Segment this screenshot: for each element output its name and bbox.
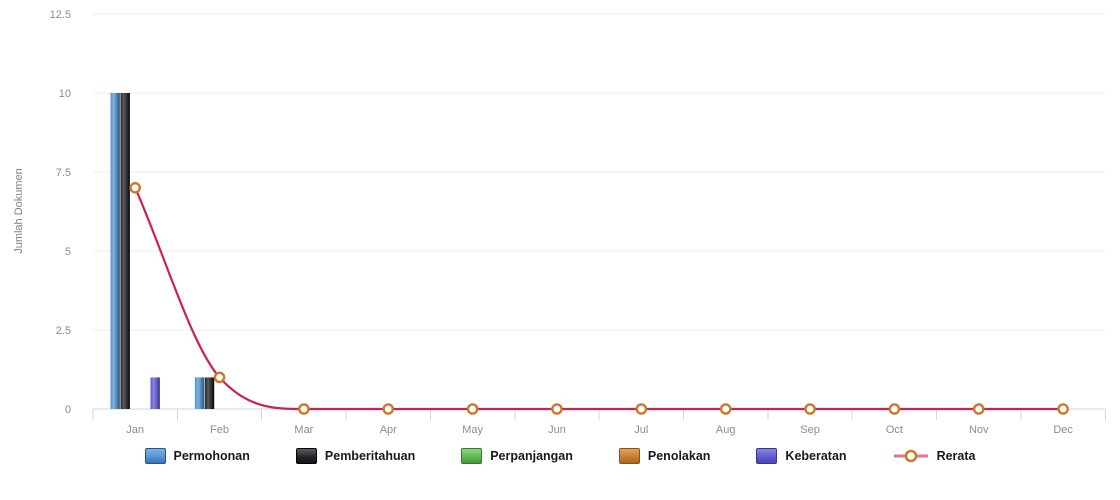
legend-line-marker-rerata bbox=[893, 449, 928, 463]
legend-item-rerata[interactable]: Rerata bbox=[893, 448, 976, 464]
grid-lines bbox=[93, 13, 1106, 331]
y-axis-labels: 0 2.5 5 7.5 10 12.5 bbox=[50, 9, 71, 416]
legend-item-penolakan[interactable]: Penolakan bbox=[618, 448, 711, 464]
svg-text:10: 10 bbox=[59, 88, 71, 100]
svg-text:Sep: Sep bbox=[800, 424, 820, 436]
svg-text:0: 0 bbox=[65, 404, 71, 416]
svg-text:Feb: Feb bbox=[210, 424, 229, 436]
legend-item-pemberitahuan[interactable]: Pemberitahuan bbox=[295, 448, 416, 464]
svg-text:2.5: 2.5 bbox=[56, 325, 71, 337]
legend-label-pemberitahuan: Pemberitahuan bbox=[324, 449, 416, 463]
svg-text:7.5: 7.5 bbox=[56, 167, 71, 179]
legend-label-penolakan: Penolakan bbox=[647, 449, 711, 463]
rerata-markers bbox=[129, 181, 1069, 415]
legend-swatch-penolakan bbox=[618, 448, 640, 464]
chart-canvas: 0 2.5 5 7.5 10 12.5 Jan Feb Mar Apr May Jun Jul Aug Se… bbox=[13, 9, 1106, 436]
svg-text:5: 5 bbox=[65, 246, 71, 258]
chart-legend: Permohonan Pemberitahuan Perpanjangan Penol… bbox=[0, 448, 1120, 464]
legend-swatch-perpanjangan bbox=[461, 448, 483, 464]
legend-label-rerata: Rerata bbox=[936, 449, 976, 463]
svg-text:May: May bbox=[462, 424, 483, 436]
legend-swatch-keberatan bbox=[756, 448, 778, 464]
legend-swatch-pemberitahuan bbox=[295, 448, 317, 464]
y-axis-title: Jumlah Dokumen bbox=[13, 168, 25, 254]
svg-text:Oct: Oct bbox=[886, 424, 903, 436]
svg-text:Jan: Jan bbox=[126, 424, 144, 436]
svg-text:Aug: Aug bbox=[716, 424, 736, 436]
x-axis-labels: Jan Feb Mar Apr May Jun Jul Aug Sep Oct Nov Dec bbox=[126, 424, 1073, 436]
x-axis bbox=[92, 408, 1106, 420]
svg-text:Mar: Mar bbox=[294, 424, 313, 436]
bars-keberatan bbox=[150, 377, 160, 409]
legend-item-permohonan[interactable]: Permohonan bbox=[144, 448, 250, 464]
svg-text:Dec: Dec bbox=[1053, 424, 1073, 436]
bars-pemberitahuan bbox=[120, 93, 215, 409]
svg-text:Apr: Apr bbox=[380, 424, 397, 436]
legend-label-permohonan: Permohonan bbox=[173, 449, 250, 463]
legend-swatch-permohonan bbox=[144, 448, 166, 464]
svg-text:Jul: Jul bbox=[634, 424, 648, 436]
legend-label-keberatan: Keberatan bbox=[785, 449, 847, 463]
svg-text:12.5: 12.5 bbox=[50, 9, 71, 21]
svg-text:Jun: Jun bbox=[548, 424, 566, 436]
bars-permohonan bbox=[110, 93, 205, 409]
legend-item-keberatan[interactable]: Keberatan bbox=[756, 448, 847, 464]
rerata-line bbox=[134, 187, 1064, 411]
svg-text:Nov: Nov bbox=[969, 424, 989, 436]
legend-item-perpanjangan[interactable]: Perpanjangan bbox=[461, 448, 573, 464]
legend-label-perpanjangan: Perpanjangan bbox=[490, 449, 573, 463]
